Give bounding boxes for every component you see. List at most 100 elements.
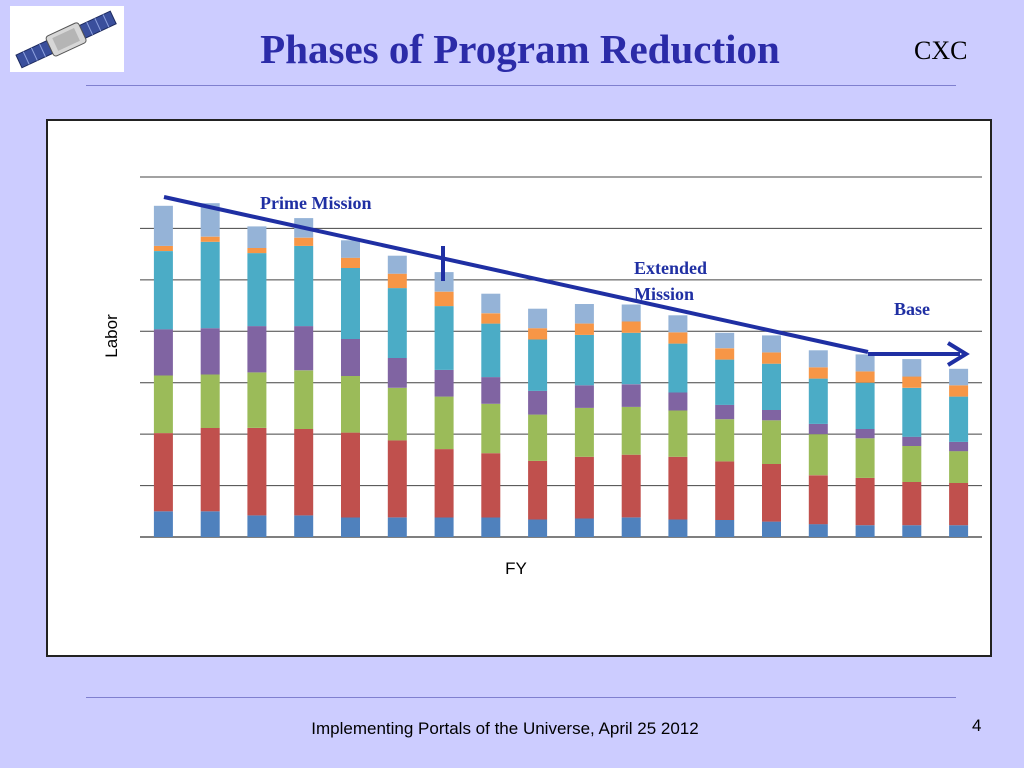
header-divider [86,85,956,86]
bar-segment [902,482,922,526]
y-axis-label: Labor [102,314,121,358]
bar-segment [247,248,267,254]
bar-segment [808,378,828,424]
bar-segment [341,517,360,537]
bar-segment [949,441,969,452]
bar-segment [621,384,641,407]
bar-segment [902,446,922,482]
satellite-icon [15,10,117,69]
bar-segment [762,464,781,522]
bar-segment [621,332,641,385]
bar-segment [855,371,875,383]
bar-segment [762,410,781,421]
bar-segment [341,268,360,339]
trend-arrow [163,195,970,367]
bar-segment [434,369,454,397]
bar-segment [247,428,267,516]
bar-segment [855,382,875,429]
org-label: CXC [914,36,968,65]
bar-segment [949,483,969,526]
bar-segment [387,273,407,289]
bar-segment [341,240,360,258]
bar-segment [902,376,922,388]
bar-segment [808,350,828,368]
bar-segment [528,339,548,391]
bar-segment [668,315,688,333]
bar-segment [808,423,828,435]
bar-segment [762,335,781,353]
bar-segment [247,226,267,248]
bar-segment [574,334,594,386]
bar-segment [621,304,641,322]
bar-segment [341,432,360,518]
bar-segment [481,377,501,404]
bar-segment [153,205,173,246]
bar-segment [434,449,454,518]
bar-segment [153,251,173,330]
bar-segment [481,517,501,537]
bar-segment [200,511,220,537]
bar-segment [294,237,314,246]
x-axis-label: FY [505,559,527,578]
bar-segment [949,451,969,483]
bar-segment [621,406,641,455]
bar-segment [387,358,407,388]
bar-segment [574,407,594,457]
bar-segment [528,328,548,340]
bar-segment [808,524,828,537]
bar-segment [762,352,781,364]
bar-segment [715,404,735,420]
bar-segment [949,396,969,442]
bar-segment [434,272,454,292]
bar-segment [528,460,548,520]
bar-segment [668,392,688,411]
bar-segment [621,321,641,333]
labor-chart: Labor FY Prime Mission Extended Mission … [102,176,982,578]
bar-segment [855,525,875,537]
bar-segment [855,354,875,372]
bar-segment [715,359,735,405]
page-number: 4 [972,716,982,735]
slide-title: Phases of Program Reduction [260,26,780,72]
bar-segment [387,288,407,358]
bar-segment [247,253,267,327]
bar-segment [387,255,407,274]
bar-segment [902,436,922,446]
bar-segment [294,515,314,537]
bar-segment [621,517,641,537]
bar-segment [668,332,688,344]
bar-segment [294,245,314,327]
satellite-logo [10,6,124,72]
bar-segment [481,403,501,454]
bar-segment [434,291,454,307]
bar-segment [808,475,828,525]
footer-text: Implementing Portals of the Universe, Ap… [311,719,699,738]
bar-segment [153,245,173,251]
bar-segment [153,511,173,537]
bar-segment [762,363,781,410]
bar-segment [247,372,267,428]
bar-segment [621,454,641,518]
bar-segment [574,456,594,519]
bar-segment [668,519,688,537]
chart-panel: Labor FY Prime Mission Extended Mission … [46,119,992,657]
annotation-extended-mission: Extended Mission [634,258,712,304]
bar-segment [574,518,594,537]
bar-segment [902,387,922,437]
bar-segment [715,332,735,349]
bar-segment [341,257,360,268]
bar-segment [902,525,922,537]
bar-segment [294,370,314,429]
bar-segment [949,525,969,537]
bars [153,203,969,537]
bar-segment [387,440,407,518]
bar-segment [153,329,173,376]
bar-segment [715,461,735,520]
bar-segment [481,293,501,314]
bar-segment [341,376,360,433]
bar-segment [855,429,875,439]
bar-segment [855,438,875,478]
bar-segment [668,410,688,457]
bar-segment [762,521,781,537]
bar-segment [855,477,875,526]
